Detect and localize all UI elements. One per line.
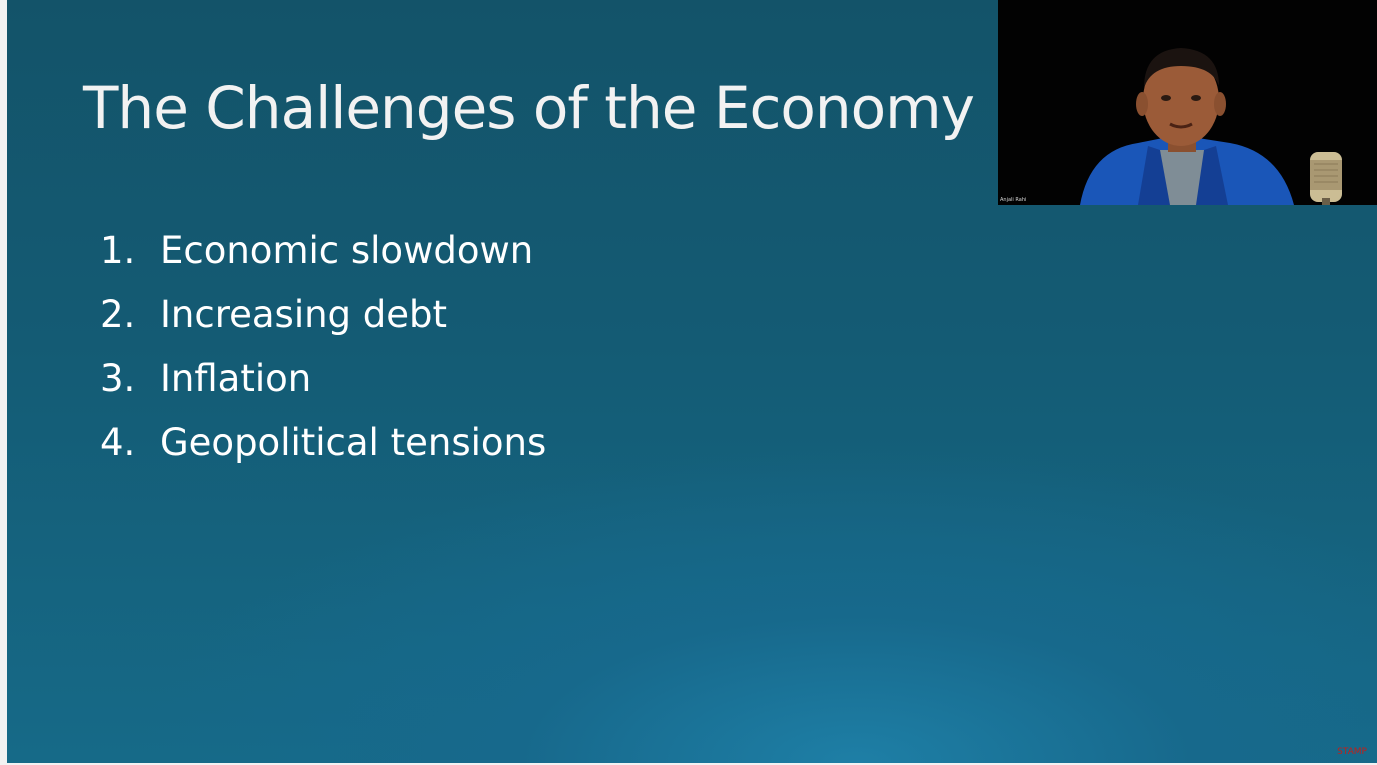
list-item-number: 3.	[100, 356, 136, 400]
slide-bullet-list: 1. Economic slowdown 2. Increasing debt …	[100, 218, 546, 474]
presenter-figure	[1080, 48, 1294, 205]
watermark: STAMP	[1337, 747, 1367, 757]
list-item: 1. Economic slowdown	[100, 218, 546, 282]
list-item-text: Increasing debt	[160, 292, 448, 336]
list-item: 2. Increasing debt	[100, 282, 546, 346]
presenter-webcam-thumbnail[interactable]: Anjali Rahi	[998, 0, 1377, 205]
list-item: 3. Inflation	[100, 346, 546, 410]
list-item-number: 4.	[100, 420, 136, 464]
list-item: 4. Geopolitical tensions	[100, 410, 546, 474]
list-item-text: Inflation	[160, 356, 312, 400]
slide-title: The Challenges of the Economy	[83, 74, 975, 142]
presenter-video	[1080, 48, 1342, 205]
presenter-name-label: Anjali Rahi	[1000, 197, 1027, 203]
list-item-text: Geopolitical tensions	[160, 420, 547, 464]
list-item-number: 2.	[100, 292, 136, 336]
list-item-number: 1.	[100, 228, 136, 272]
microphone-icon	[1310, 152, 1342, 205]
list-item-text: Economic slowdown	[160, 228, 534, 272]
